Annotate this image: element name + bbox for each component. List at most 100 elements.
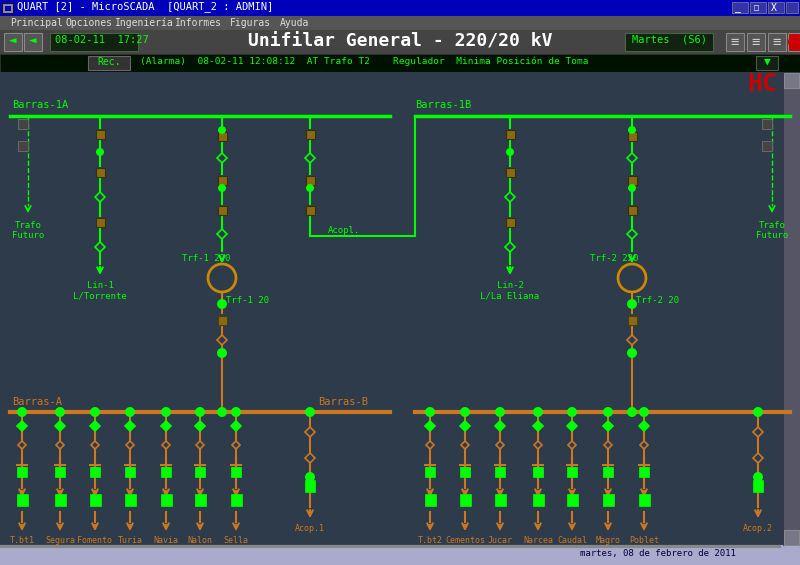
Bar: [768, 33, 786, 51]
Text: Lin-2
L/La Eliana: Lin-2 L/La Eliana: [481, 281, 539, 301]
Polygon shape: [567, 421, 577, 431]
Circle shape: [425, 407, 435, 417]
Polygon shape: [461, 441, 469, 449]
Polygon shape: [125, 421, 135, 431]
Bar: [533, 494, 543, 506]
Circle shape: [218, 184, 226, 192]
Bar: [17, 467, 27, 477]
Bar: [218, 315, 226, 324]
Bar: [50, 33, 138, 51]
Bar: [638, 494, 650, 506]
Circle shape: [195, 407, 205, 417]
Bar: [627, 315, 637, 324]
Circle shape: [55, 407, 65, 417]
Bar: [762, 119, 772, 129]
Text: X: X: [771, 3, 777, 13]
Bar: [95, 167, 105, 176]
Circle shape: [306, 184, 314, 192]
Bar: [0, 545, 780, 547]
Circle shape: [506, 148, 514, 156]
Circle shape: [217, 348, 227, 358]
Polygon shape: [640, 441, 648, 449]
Bar: [726, 33, 744, 51]
Polygon shape: [305, 427, 315, 437]
Text: Figuras: Figuras: [230, 18, 271, 28]
Polygon shape: [627, 229, 637, 239]
Circle shape: [125, 407, 135, 417]
Bar: [306, 176, 314, 185]
Text: ▼: ▼: [764, 57, 770, 67]
Polygon shape: [95, 242, 105, 252]
Bar: [0, 54, 800, 72]
Bar: [230, 494, 242, 506]
Text: Rec.: Rec.: [98, 57, 121, 67]
Text: Turia: Turia: [118, 536, 142, 545]
Text: Nalon: Nalon: [187, 536, 213, 545]
Circle shape: [603, 407, 613, 417]
Text: ◄: ◄: [30, 35, 37, 48]
Text: Cementos: Cementos: [445, 536, 485, 545]
Polygon shape: [305, 453, 315, 463]
Bar: [306, 206, 314, 215]
Polygon shape: [496, 441, 504, 449]
Bar: [90, 467, 100, 477]
Polygon shape: [753, 427, 763, 437]
Text: Informes: Informes: [175, 18, 222, 28]
Bar: [756, 56, 778, 70]
Text: Jucar: Jucar: [487, 536, 513, 545]
Text: Fomento: Fomento: [78, 536, 113, 545]
Polygon shape: [305, 153, 315, 163]
Bar: [90, 494, 101, 506]
Text: Segura: Segura: [45, 536, 75, 545]
Bar: [125, 467, 135, 477]
Bar: [0, 0, 800, 16]
Bar: [55, 467, 65, 477]
Circle shape: [17, 407, 27, 417]
Bar: [231, 467, 241, 477]
Bar: [161, 494, 171, 506]
Bar: [0, 16, 800, 30]
Circle shape: [231, 407, 241, 417]
Text: Acop.1: Acop.1: [295, 524, 325, 533]
Text: Trafo
Futuro: Trafo Futuro: [12, 221, 44, 240]
Bar: [95, 129, 105, 138]
Polygon shape: [627, 153, 637, 163]
Bar: [639, 467, 649, 477]
Polygon shape: [232, 441, 240, 449]
Text: Ayuda: Ayuda: [280, 18, 310, 28]
Bar: [4, 5, 11, 11]
Text: Opciones: Opciones: [65, 18, 112, 28]
Text: Navia: Navia: [154, 536, 178, 545]
Polygon shape: [18, 441, 26, 449]
Bar: [732, 2, 748, 13]
Polygon shape: [460, 421, 470, 431]
Text: Unifilar General - 220/20 kV: Unifilar General - 220/20 kV: [248, 33, 552, 51]
Bar: [625, 33, 713, 51]
Circle shape: [305, 407, 315, 417]
Bar: [161, 467, 171, 477]
Bar: [506, 218, 514, 227]
Text: Acop.2: Acop.2: [743, 524, 773, 533]
Bar: [627, 176, 637, 185]
Polygon shape: [126, 441, 134, 449]
Circle shape: [628, 126, 636, 134]
Bar: [195, 467, 205, 477]
Text: Barras-1A: Barras-1A: [12, 100, 68, 110]
Polygon shape: [505, 242, 515, 252]
Circle shape: [618, 264, 646, 292]
Polygon shape: [17, 421, 27, 431]
Polygon shape: [217, 229, 227, 239]
Bar: [2, 3, 13, 13]
Text: 08-02-11  17:27: 08-02-11 17:27: [55, 35, 149, 45]
Bar: [425, 467, 435, 477]
Bar: [218, 132, 226, 141]
Polygon shape: [534, 441, 542, 449]
Circle shape: [217, 407, 227, 417]
Bar: [747, 33, 765, 51]
Polygon shape: [55, 421, 65, 431]
Polygon shape: [196, 441, 204, 449]
Text: Magro: Magro: [595, 536, 621, 545]
Text: T.bt1: T.bt1: [10, 536, 34, 545]
Bar: [566, 494, 578, 506]
Polygon shape: [495, 421, 505, 431]
